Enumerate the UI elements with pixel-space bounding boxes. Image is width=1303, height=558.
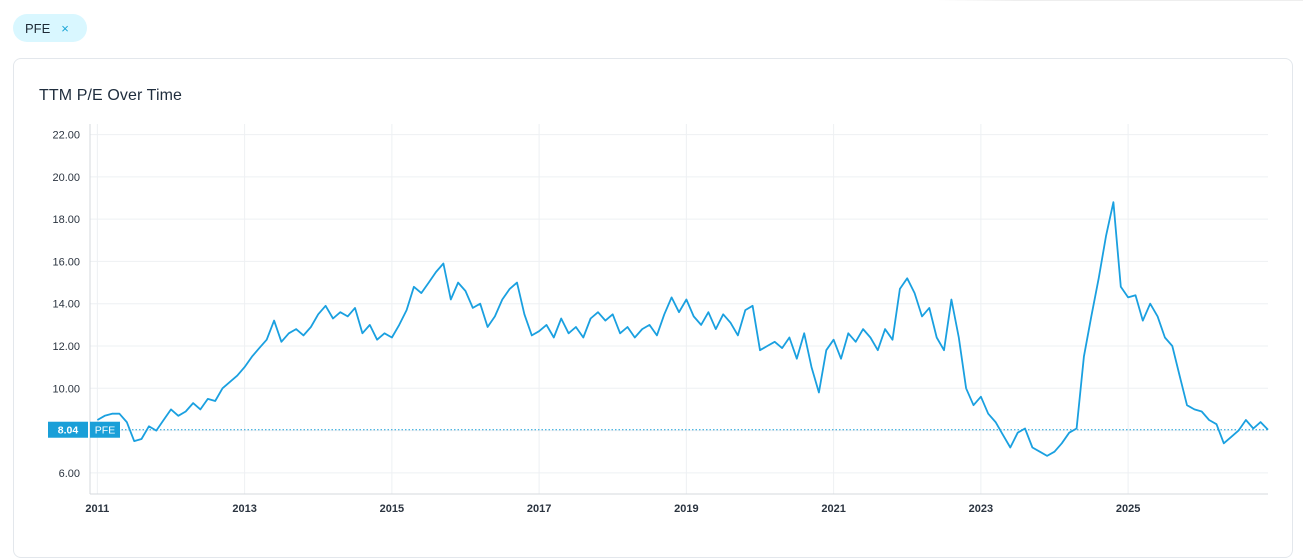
top-divider xyxy=(0,0,1303,1)
x-tick-label: 2019 xyxy=(674,503,698,515)
y-tick-label: 10.00 xyxy=(52,383,80,395)
y-tick-label: 12.00 xyxy=(52,341,80,353)
chart-card: TTM P/E Over Time xyxy=(13,58,1293,558)
series-name-label: PFE xyxy=(95,425,115,437)
x-tick-label: 2025 xyxy=(1116,503,1140,515)
x-tick-label: 2023 xyxy=(969,503,993,515)
x-tick-label: 2021 xyxy=(821,503,845,515)
filter-chip-pfe[interactable]: PFE × xyxy=(13,14,87,42)
current-value-label: 8.04 xyxy=(58,425,79,437)
pe-chart: 6.008.0010.0012.0014.0016.0018.0020.0022… xyxy=(48,124,1269,515)
chart-title: TTM P/E Over Time xyxy=(39,87,183,104)
series-name-badge xyxy=(90,421,120,438)
filter-chip-label: PFE xyxy=(25,20,51,36)
x-tick-label: 2013 xyxy=(232,503,256,515)
x-tick-label: 2011 xyxy=(85,503,109,515)
y-tick-label: 22.00 xyxy=(52,130,80,142)
close-icon[interactable]: × xyxy=(61,20,69,36)
y-tick-label: 6.00 xyxy=(59,468,80,480)
x-tick-label: 2015 xyxy=(380,503,404,515)
series-line-pfe xyxy=(96,201,1269,457)
current-value-badge xyxy=(48,421,88,438)
y-tick-label: 16.00 xyxy=(52,256,80,268)
y-tick-label: 20.00 xyxy=(52,172,80,184)
y-tick-label: 18.00 xyxy=(52,214,80,226)
y-tick-label: 14.00 xyxy=(52,299,80,311)
x-tick-label: 2017 xyxy=(527,503,551,515)
